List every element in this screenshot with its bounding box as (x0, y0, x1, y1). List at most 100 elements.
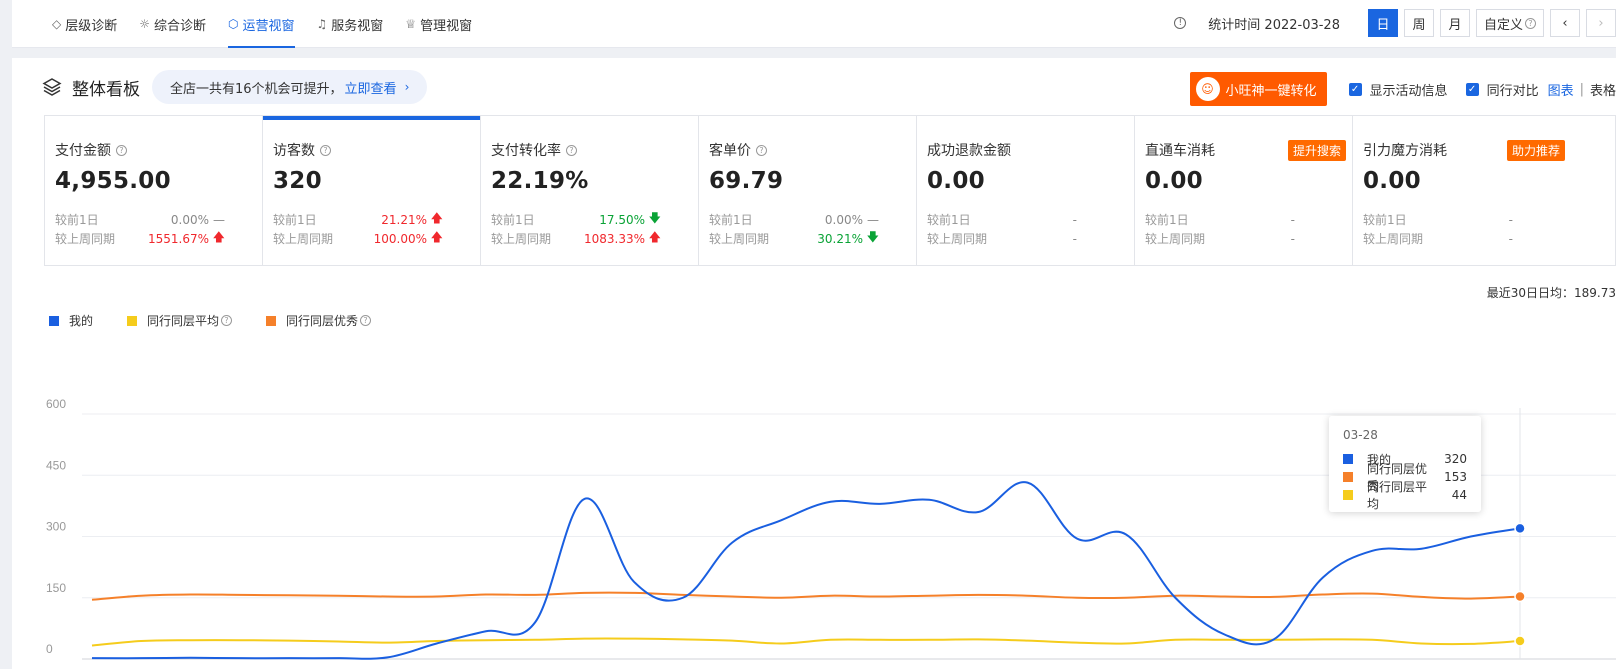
period-day-button[interactable]: 日 (1367, 9, 1398, 37)
lightbulb-icon: ☼ (139, 17, 151, 31)
chart-legend: 我的 同行同层平均? 同行同层优秀? (49, 312, 405, 329)
tab-operations-view[interactable]: ⬡ 运营视窗 (228, 0, 295, 48)
compare-label: 较前1日 (927, 213, 971, 227)
metric-name-text: 访客数 (273, 143, 315, 159)
date-toolbar: ! 统计时间 2022-03-28 日 周 月 自定义? ‹ › (1174, 8, 1616, 38)
legend-item-mine[interactable]: 我的 (49, 312, 93, 329)
tooltip-value: 44 (1451, 488, 1467, 502)
arrow-up-icon: 🡅 (430, 230, 443, 244)
metric-card[interactable]: 引力魔方消耗 助力推荐 0.00 较前1日 - 较上周同期 - (1353, 116, 1571, 265)
compare-value: 100.00% (373, 231, 427, 246)
compare-label: 较前1日 (1145, 213, 1189, 227)
tooltip-value: 320 (1444, 452, 1467, 466)
series-line (91, 591, 1521, 601)
metric-card[interactable]: 访客数? 320 较前1日 21.21% 🡅 较上周同期 100.00% 🡅 (263, 116, 481, 265)
trophy-icon: ♕ (405, 17, 417, 31)
tab-management-view[interactable]: ♕ 管理视窗 (405, 0, 472, 48)
metric-name-text: 直通车消耗 (1145, 143, 1215, 159)
arrow-up-icon: 🡅 (648, 230, 661, 244)
metric-card[interactable]: 直通车消耗 提升搜索 0.00 较前1日 - 较上周同期 - (1135, 116, 1353, 265)
compare-value: 1551.67% (147, 231, 209, 246)
compare-value: 17.50% (599, 212, 645, 227)
metric-value: 0.00 (927, 168, 985, 194)
compare-label: 较上周同期 (1145, 232, 1206, 246)
metric-compare-row: 较上周同期 - (1145, 229, 1335, 248)
period-week-button[interactable]: 周 (1403, 9, 1434, 37)
opportunity-text: 全店一共有16个机会可提升， (170, 81, 343, 97)
opportunity-link[interactable]: 立即查看 (344, 81, 397, 97)
period-month-button[interactable]: 月 (1439, 9, 1470, 37)
tooltip-swatch (1343, 454, 1353, 464)
peer-compare-checkbox[interactable]: ✓ (1465, 82, 1479, 96)
legend-item-peer-average[interactable]: 同行同层平均? (127, 312, 233, 329)
show-activity-checkbox[interactable]: ✓ (1348, 82, 1362, 96)
custom-period-button[interactable]: 自定义? (1475, 9, 1544, 37)
metric-name: 支付金额? (55, 140, 262, 160)
diamond-icon: ◇ (52, 17, 62, 31)
tab-label: 综合诊断 (154, 18, 207, 34)
metric-card[interactable]: 支付金额? 4,955.00 较前1日 0.00% — 较上周同期 1551.67% 🡅 (45, 116, 263, 265)
tooltip-name: 我的 (1367, 452, 1392, 467)
panel-actions: ☺ 小旺神一键转化 ✓ 显示活动信息 ✓ 同行对比 图表 | 表格 (1189, 72, 1616, 106)
y-tick-label: 150 (46, 581, 66, 595)
metric-card[interactable]: 成功退款金额 0.00 较前1日 - 较上周同期 - (917, 116, 1135, 265)
help-icon: ? (756, 144, 767, 156)
tab-label: 层级诊断 (65, 18, 118, 34)
metric-name: 客单价? (709, 140, 916, 160)
metric-name-text: 引力魔方消耗 (1363, 143, 1447, 159)
metric-value: 4,955.00 (55, 168, 171, 194)
metric-value: 22.19% (491, 168, 589, 194)
stat-time: 统计时间 2022-03-28 (1208, 17, 1340, 33)
mascot-icon: ☺ (1195, 77, 1220, 101)
help-icon: ? (221, 315, 233, 326)
metric-card[interactable]: 支付转化率? 22.19% 较前1日 17.50% 🡇 较上周同期 1083.33% 🡅 (481, 116, 699, 265)
legend-label: 我的 (69, 314, 94, 328)
next-date-button[interactable]: › (1586, 9, 1616, 37)
shield-icon: ⬡ (228, 17, 239, 31)
show-activity-label: 显示活动信息 (1369, 83, 1448, 99)
legend-item-peer-excellent[interactable]: 同行同层优秀? (266, 312, 372, 329)
metric-compare-row: 较上周同期 - (1363, 229, 1553, 248)
panel-title: 整体看板 (72, 79, 140, 100)
tooltip-row: 我的 320 (1343, 450, 1467, 468)
tab-label: 管理视窗 (420, 18, 473, 34)
trend-chart[interactable]: 015030045060002-2703-0103-0303-0503-0703… (12, 338, 1616, 669)
compare-label: 较上周同期 (1363, 232, 1424, 246)
arrow-up-icon: 🡅 (212, 230, 225, 244)
metric-badge[interactable]: 助力推荐 (1506, 140, 1565, 161)
top-nav: ◇ 层级诊断 ☼ 综合诊断 ⬡ 运营视窗 ♫ 服务视窗 ♕ 管理视窗 ! 统计时间 202… (12, 0, 1616, 48)
info-icon[interactable]: ! (1174, 17, 1187, 29)
tab-level-diagnosis[interactable]: ◇ 层级诊断 (52, 0, 117, 48)
metric-value: 0.00 (1363, 168, 1421, 194)
compare-label: 较前1日 (273, 213, 317, 227)
compare-value: 1083.33% (583, 231, 645, 246)
arrow-down-icon: 🡇 (866, 230, 879, 244)
arrow-down-icon: 🡇 (648, 211, 661, 225)
metric-compare-row: 较上周同期 1551.67% 🡅 (55, 229, 245, 248)
tab-service-view[interactable]: ♫ 服务视窗 (317, 0, 384, 48)
metric-name-text: 支付金额 (55, 143, 111, 159)
prev-date-button[interactable]: ‹ (1550, 9, 1580, 37)
compare-label: 较前1日 (55, 213, 99, 227)
compare-value: 21.21% (381, 212, 427, 227)
compare-label: 较上周同期 (491, 232, 552, 246)
opportunity-banner[interactable]: 全店一共有16个机会可提升， 立即查看 › (152, 70, 428, 104)
metric-card[interactable]: 客单价? 69.79 较前1日 0.00% — 较上周同期 30.21% 🡇 (699, 116, 917, 265)
tab-label: 服务视窗 (331, 18, 384, 34)
tooltip-name: 同行同层平均 (1367, 480, 1428, 511)
compare-label: 较上周同期 (709, 232, 770, 246)
compare-value: - (1072, 212, 1077, 227)
view-chart-link[interactable]: 图表 (1547, 83, 1574, 99)
view-table-link[interactable]: 表格 (1589, 83, 1616, 99)
legend-swatch (127, 315, 138, 326)
tab-overall-diagnosis[interactable]: ☼ 综合诊断 (139, 0, 206, 48)
y-tick-label: 300 (46, 520, 66, 534)
compare-value: - (1508, 231, 1513, 246)
help-icon: ? (116, 144, 127, 156)
metric-badge[interactable]: 提升搜索 (1287, 140, 1346, 161)
metric-compare-row: 较前1日 - (1363, 210, 1553, 229)
metric-value: 69.79 (709, 168, 784, 194)
nav-tabs: ◇ 层级诊断 ☼ 综合诊断 ⬡ 运营视窗 ♫ 服务视窗 ♕ 管理视窗 (52, 0, 494, 48)
legend-swatch (266, 315, 277, 326)
convert-button[interactable]: ☺ 小旺神一键转化 (1189, 72, 1327, 106)
